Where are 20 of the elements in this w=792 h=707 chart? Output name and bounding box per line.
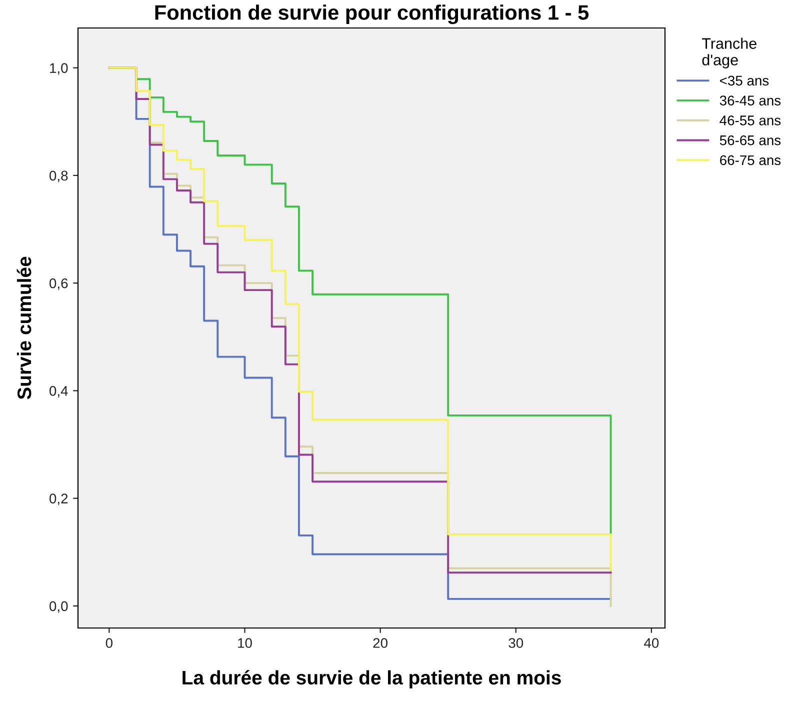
y-tick-label: 1,0 bbox=[50, 63, 68, 75]
y-tick-label: 0,0 bbox=[50, 601, 68, 613]
y-axis-title: Survie cumulée bbox=[16, 256, 32, 400]
x-tick-label: 30 bbox=[508, 638, 524, 648]
legend-label: <35 ans bbox=[720, 76, 769, 86]
chart-title: Fonction de survie pour configurations 1 - 5 bbox=[155, 4, 589, 24]
legend-label: 56-65 ans bbox=[720, 135, 781, 146]
legend-label: 66-75 ans bbox=[720, 155, 781, 166]
y-tick-label: 0,8 bbox=[50, 170, 68, 182]
y-tick-label: 0,4 bbox=[50, 386, 68, 398]
legend-label: 46-55 ans bbox=[720, 116, 781, 126]
legend-label: 36-45 ans bbox=[720, 96, 781, 106]
y-tick-label: 0,2 bbox=[50, 494, 68, 506]
legend-title: Tranche d'age bbox=[702, 38, 756, 68]
x-tick-label: 40 bbox=[644, 638, 659, 648]
x-tick-label: 0 bbox=[106, 638, 112, 648]
x-tick-label: 10 bbox=[238, 638, 252, 648]
x-axis-title: La durée de survie de la patiente en mois bbox=[182, 670, 561, 688]
y-tick-label: 0,6 bbox=[50, 278, 68, 290]
x-tick-label: 20 bbox=[373, 638, 388, 648]
